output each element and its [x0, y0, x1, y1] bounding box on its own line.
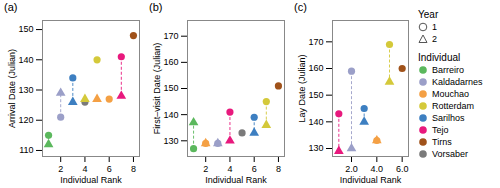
html-text:Barreiro: Barreiro	[432, 65, 464, 75]
svg-text:130: 130	[163, 136, 178, 146]
html-text:Kaldadarnes: Kaldadarnes	[432, 77, 483, 87]
html-text:Year: Year	[418, 9, 439, 20]
svg-text:4: 4	[227, 164, 232, 174]
html-text:2: 2	[432, 34, 437, 44]
html-text:Tejo: Tejo	[432, 125, 449, 135]
svg-text:110: 110	[19, 145, 33, 155]
html-text:Individual: Individual	[418, 52, 461, 63]
svg-text:6: 6	[107, 164, 112, 174]
html-text:Rotterdam: Rotterdam	[432, 101, 474, 111]
svg-text:8: 8	[131, 164, 136, 174]
svg-text:6.0: 6.0	[396, 164, 409, 174]
svg-text:140: 140	[163, 110, 178, 120]
svg-text:6: 6	[252, 164, 257, 174]
html-text:Sarilhos: Sarilhos	[432, 113, 465, 123]
svg-text:2.0: 2.0	[345, 164, 358, 174]
svg-text:160: 160	[163, 57, 178, 67]
svg-text:Lay Date (Julian): Lay Date (Julian)	[297, 54, 307, 122]
svg-text:Individual Rank: Individual Rank	[205, 175, 267, 185]
svg-text:150: 150	[308, 90, 323, 100]
svg-text:First–visit Date (Julian): First–visit Date (Julian)	[152, 43, 162, 135]
svg-text:150: 150	[163, 83, 178, 93]
svg-text:130: 130	[308, 143, 323, 153]
svg-text:160: 160	[308, 63, 323, 73]
svg-text:2: 2	[203, 164, 208, 174]
svg-text:8: 8	[276, 164, 281, 174]
svg-text:4.0: 4.0	[371, 164, 384, 174]
html-text:1: 1	[432, 22, 437, 32]
svg-text:4: 4	[82, 164, 87, 174]
svg-text:120: 120	[18, 115, 33, 125]
svg-text:Arrival Date (Julian): Arrival Date (Julian)	[7, 49, 17, 128]
svg-text:2: 2	[58, 164, 63, 174]
svg-text:140: 140	[308, 117, 323, 127]
html-text:Tirns: Tirns	[432, 137, 452, 147]
svg-text:170: 170	[163, 31, 178, 41]
html-text:(c): (c)	[294, 1, 307, 13]
svg-text:Individual Rank: Individual Rank	[60, 175, 122, 185]
html-text:(a): (a)	[4, 1, 18, 13]
svg-text:140: 140	[18, 55, 33, 65]
svg-text:130: 130	[18, 85, 33, 95]
svg-text:150: 150	[18, 24, 33, 34]
html-text:Mouchao: Mouchao	[432, 89, 469, 99]
html-text:(b): (b)	[149, 1, 163, 13]
html-text:Vorsaber: Vorsaber	[432, 149, 468, 159]
svg-text:170: 170	[308, 37, 323, 47]
svg-text:Individual Rank: Individual Rank	[340, 175, 402, 185]
